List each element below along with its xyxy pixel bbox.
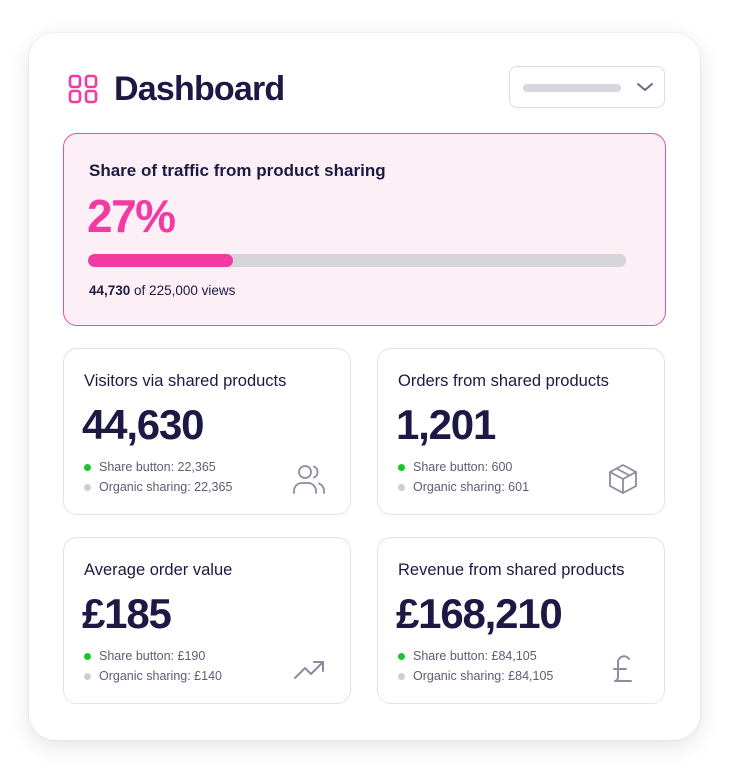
average-order-card: Average order value £185 Share button: £… bbox=[63, 537, 351, 704]
package-icon bbox=[609, 464, 637, 494]
share-dot bbox=[84, 463, 91, 471]
grid-icon bbox=[68, 74, 98, 104]
traffic-progress-bar bbox=[88, 254, 626, 267]
views-total: of 225,000 views bbox=[130, 283, 236, 298]
organic-sharing-stat: Organic sharing: £140 bbox=[84, 669, 222, 683]
traffic-share-label: Share of traffic from product sharing bbox=[89, 161, 386, 180]
organic-sharing-stat: Organic sharing: 22,365 bbox=[84, 480, 232, 494]
traffic-share-percent: 27% bbox=[87, 190, 176, 242]
traffic-views-text: 44,730 of 225,000 views bbox=[89, 283, 235, 298]
card-value: 1,201 bbox=[396, 401, 496, 448]
users-icon bbox=[293, 465, 325, 494]
traffic-share-card: Share of traffic from product sharing 27… bbox=[63, 133, 666, 326]
trending-up-icon bbox=[294, 661, 324, 679]
share-dot bbox=[84, 652, 91, 660]
dropdown-placeholder-bar bbox=[523, 84, 621, 92]
share-button-text: Share button: £84,105 bbox=[413, 649, 537, 663]
organic-sharing-text: Organic sharing: 22,365 bbox=[99, 480, 233, 494]
period-dropdown[interactable] bbox=[509, 66, 665, 108]
views-count: 44,730 bbox=[89, 283, 131, 298]
card-value: 44,630 bbox=[82, 401, 204, 448]
card-title: Visitors via shared products bbox=[84, 372, 287, 390]
dashboard-header: Dashboard bbox=[68, 69, 285, 108]
share-button-text: Share button: £190 bbox=[99, 649, 206, 663]
chevron-down-icon bbox=[637, 83, 653, 91]
card-title: Average order value bbox=[84, 561, 233, 579]
organic-sharing-stat: Organic sharing: £84,105 bbox=[398, 669, 553, 683]
share-dot bbox=[398, 652, 405, 660]
organic-sharing-text: Organic sharing: 601 bbox=[413, 480, 530, 494]
share-button-stat: Share button: 600 bbox=[398, 460, 512, 474]
traffic-progress-fill bbox=[88, 254, 234, 267]
visitors-card: Visitors via shared products 44,630 Shar… bbox=[63, 348, 351, 515]
card-value: £168,210 bbox=[396, 590, 563, 637]
share-button-text: Share button: 600 bbox=[413, 460, 513, 474]
share-button-stat: Share button: 22,365 bbox=[84, 460, 216, 474]
orders-card: Orders from shared products 1,201 Share … bbox=[377, 348, 665, 515]
card-title: Revenue from shared products bbox=[398, 561, 625, 579]
share-button-stat: Share button: £84,105 bbox=[398, 649, 537, 663]
share-button-stat: Share button: £190 bbox=[84, 649, 205, 663]
card-title: Orders from shared products bbox=[398, 372, 609, 390]
share-button-text: Share button: 22,365 bbox=[99, 460, 216, 474]
organic-dot bbox=[398, 483, 405, 491]
page-title: Dashboard bbox=[114, 69, 285, 108]
revenue-card: Revenue from shared products £168,210 Sh… bbox=[377, 537, 665, 704]
organic-sharing-text: Organic sharing: £140 bbox=[99, 669, 222, 683]
share-dot bbox=[398, 463, 405, 471]
card-value: £185 bbox=[82, 590, 172, 637]
organic-sharing-stat: Organic sharing: 601 bbox=[398, 480, 529, 494]
organic-dot bbox=[398, 672, 405, 680]
organic-sharing-text: Organic sharing: £84,105 bbox=[413, 669, 554, 683]
organic-dot bbox=[84, 483, 91, 491]
pound-icon bbox=[613, 655, 632, 682]
organic-dot bbox=[84, 672, 91, 680]
